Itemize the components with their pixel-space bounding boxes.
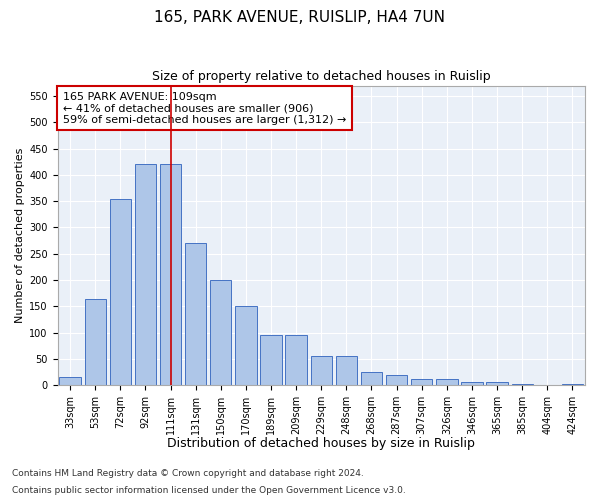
Bar [160, 164, 181, 385]
Bar [411, 379, 433, 385]
Y-axis label: Number of detached properties: Number of detached properties [15, 148, 25, 323]
Bar [461, 382, 482, 385]
Text: 165 PARK AVENUE: 109sqm
← 41% of detached houses are smaller (906)
59% of semi-d: 165 PARK AVENUE: 109sqm ← 41% of detache… [63, 92, 346, 124]
Title: Size of property relative to detached houses in Ruislip: Size of property relative to detached ho… [152, 70, 491, 83]
Bar [361, 372, 382, 385]
Bar [436, 379, 458, 385]
Bar [386, 374, 407, 385]
Bar [110, 198, 131, 385]
Bar [210, 280, 232, 385]
Text: 165, PARK AVENUE, RUISLIP, HA4 7UN: 165, PARK AVENUE, RUISLIP, HA4 7UN [155, 10, 445, 25]
Text: Contains public sector information licensed under the Open Government Licence v3: Contains public sector information licen… [12, 486, 406, 495]
Bar [185, 243, 206, 385]
Bar [235, 306, 257, 385]
Bar [336, 356, 357, 385]
Bar [487, 382, 508, 385]
Bar [536, 384, 558, 385]
Bar [311, 356, 332, 385]
X-axis label: Distribution of detached houses by size in Ruislip: Distribution of detached houses by size … [167, 437, 475, 450]
Bar [562, 384, 583, 385]
Text: Contains HM Land Registry data © Crown copyright and database right 2024.: Contains HM Land Registry data © Crown c… [12, 468, 364, 477]
Bar [286, 335, 307, 385]
Bar [135, 164, 156, 385]
Bar [512, 384, 533, 385]
Bar [59, 377, 81, 385]
Bar [85, 300, 106, 385]
Bar [260, 335, 281, 385]
